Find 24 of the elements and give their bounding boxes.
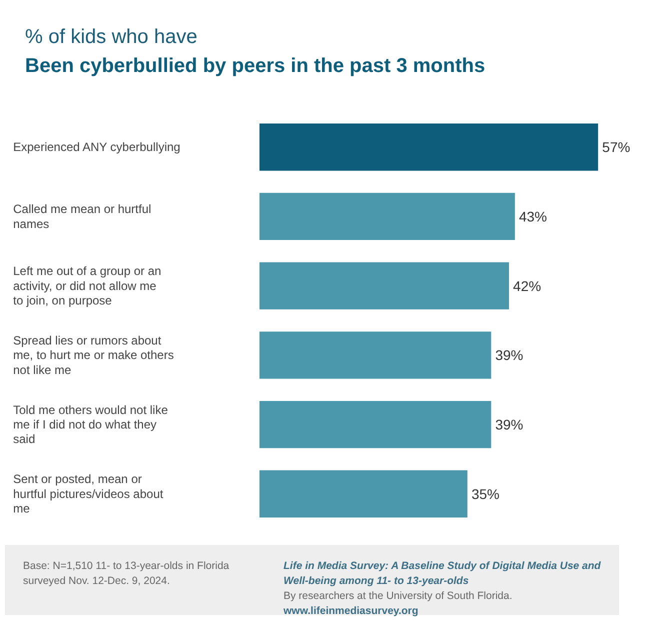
y-tick-label: Told me others would not like me if I did not do what they said <box>13 402 168 446</box>
y-tick-label: Called me mean or hurtful names <box>13 202 152 231</box>
data-label: 39% <box>495 347 524 364</box>
text: www.lifeinmediasurvey.org <box>284 604 420 619</box>
data-label: 57% <box>602 139 630 156</box>
bar <box>259 262 509 310</box>
data-label: 35% <box>471 486 500 502</box>
bar <box>259 400 492 448</box>
bar <box>259 470 468 518</box>
data-label: 39% <box>495 416 524 433</box>
data-label: 43% <box>518 208 548 224</box>
bar <box>259 124 598 171</box>
chart-subtitle: % of kids who have <box>25 25 198 50</box>
text: Base: N=1,510 11- to 13-year-olds in Florida surveyed Nov. 12-Dec. 9, 2024. <box>23 559 230 589</box>
bar <box>259 332 492 379</box>
y-tick-label: Spread lies or rumors about me, to hurt me or make others not like me <box>13 333 174 377</box>
text: By researchers at the University of South Florida. <box>284 589 514 604</box>
y-tick-label: Left me out of a group or an activity, or did not allow me to join, on purpose <box>13 264 162 308</box>
chart-title: Been cyberbullied by peers in the past 3 months <box>25 54 486 79</box>
data-label: 42% <box>513 278 542 294</box>
bar <box>259 192 515 240</box>
y-tick-label: Experienced ANY cyberbullying <box>13 140 180 154</box>
y-tick-label: Sent or posted, mean or hurtful pictures/videos about me <box>13 472 164 516</box>
text: Life in Media Survey: A Baseline Study of Digital Media Use and Well-being among 11- to 13-year-olds <box>284 559 601 589</box>
